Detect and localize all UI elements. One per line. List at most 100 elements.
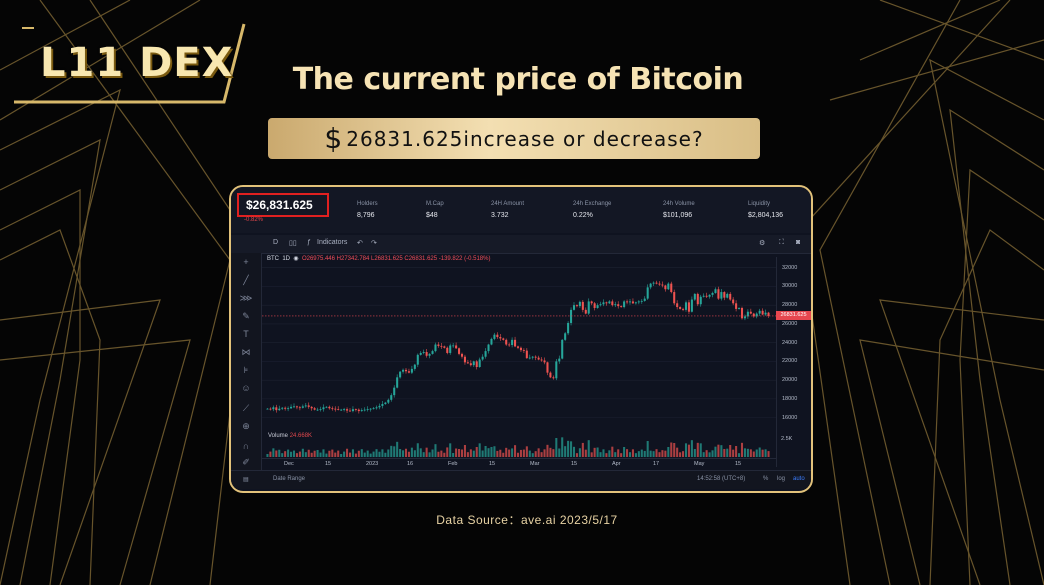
price-tick-label: 16000 bbox=[782, 414, 798, 421]
auto-toggle[interactable]: auto bbox=[793, 476, 805, 482]
candle-body bbox=[528, 357, 531, 359]
volume-bar bbox=[646, 441, 649, 457]
volume-bar bbox=[667, 447, 670, 457]
candle-body bbox=[337, 409, 340, 410]
trendline-icon[interactable]: ╱ bbox=[243, 275, 249, 285]
candle-body bbox=[484, 351, 487, 357]
volume-bar bbox=[743, 448, 746, 457]
volume-bar bbox=[572, 446, 576, 457]
candle-body bbox=[655, 282, 658, 284]
volume-bar bbox=[611, 446, 614, 457]
volume-bar bbox=[570, 441, 573, 457]
volume-bar bbox=[366, 450, 369, 457]
brush-icon[interactable]: ✎ bbox=[242, 311, 250, 321]
candle-body bbox=[319, 409, 322, 410]
candle-body bbox=[354, 409, 357, 410]
time-tick-label: Apr bbox=[612, 461, 621, 467]
volume-bar bbox=[393, 446, 396, 457]
percent-toggle[interactable]: % bbox=[763, 476, 769, 482]
volume-bar bbox=[693, 449, 696, 457]
calendar-icon[interactable]: ▤ bbox=[243, 477, 249, 483]
candle-body bbox=[646, 287, 649, 299]
indicators-icon[interactable]: ƒ bbox=[307, 239, 311, 246]
candle-body bbox=[505, 339, 508, 345]
volume-bar bbox=[278, 449, 281, 457]
volume-bar bbox=[466, 452, 469, 457]
candle-body bbox=[372, 408, 375, 410]
settings-icon[interactable]: ⚙ bbox=[759, 240, 766, 247]
chart-toolbar: D ▯▯ ƒ Indicators ↶ ↷ ⚙ ⛶ ◙ bbox=[231, 235, 811, 254]
volume-bar bbox=[714, 446, 717, 457]
candle-body bbox=[761, 310, 764, 315]
magnet-icon[interactable]: ∩ bbox=[242, 441, 250, 451]
volume-bar bbox=[499, 449, 502, 457]
ruler-icon[interactable]: ⟋ bbox=[242, 403, 250, 413]
volume-bar bbox=[717, 444, 720, 457]
candle-body bbox=[343, 409, 346, 410]
candle-type-icon[interactable]: ▯▯ bbox=[289, 240, 297, 247]
emoji-icon[interactable]: ☺ bbox=[241, 383, 251, 393]
fib-icon[interactable]: ⋙ bbox=[239, 293, 253, 303]
volume-bar bbox=[746, 448, 749, 457]
candle-body bbox=[493, 334, 496, 339]
zoom-in-icon[interactable]: ⊕ bbox=[242, 421, 250, 431]
candle-body bbox=[460, 353, 464, 357]
interval-selector[interactable]: D bbox=[273, 239, 279, 246]
price-axis: 32000 30000 28000 26000 24000 22000 20000 18000… bbox=[776, 257, 811, 467]
volume-bar bbox=[558, 448, 561, 457]
eye-icon[interactable]: ◉ bbox=[293, 256, 299, 262]
volume-bar bbox=[354, 453, 357, 457]
chart-screenshot: $26,831.625 -0.82% Holders 8,796 M.Cap $48… bbox=[229, 185, 813, 493]
indicators-button[interactable]: Indicators bbox=[317, 239, 348, 246]
camera-icon[interactable]: ◙ bbox=[796, 239, 801, 246]
volume-bar bbox=[307, 449, 310, 457]
candle-body bbox=[502, 338, 505, 340]
candle-body bbox=[620, 306, 623, 308]
volume-bar bbox=[702, 452, 705, 457]
candle-body bbox=[611, 301, 614, 306]
candlestick-chart[interactable] bbox=[262, 257, 776, 458]
candle-body bbox=[340, 409, 343, 411]
candle-body bbox=[729, 293, 732, 300]
candle-body bbox=[552, 377, 555, 379]
volume-bar bbox=[404, 448, 408, 457]
crosshair-icon[interactable]: + bbox=[243, 257, 249, 267]
volume-bar bbox=[493, 446, 496, 457]
redo-icon[interactable]: ↷ bbox=[371, 240, 377, 247]
candle-body bbox=[431, 351, 434, 354]
volume-axis-label: 2.5K bbox=[781, 436, 793, 442]
candle-body bbox=[272, 407, 275, 410]
volume-bar bbox=[292, 450, 296, 457]
candle-body bbox=[404, 369, 408, 372]
candle-body bbox=[708, 294, 711, 297]
volume-bar bbox=[487, 448, 490, 457]
undo-icon[interactable]: ↶ bbox=[357, 240, 363, 247]
candle-body bbox=[596, 305, 599, 308]
volume-bar bbox=[620, 453, 623, 457]
candle-body bbox=[443, 346, 446, 348]
price-tick-label: 22000 bbox=[782, 358, 798, 365]
candle-body bbox=[699, 296, 702, 305]
pencil-lock-icon[interactable]: ✐ bbox=[242, 457, 250, 467]
volume-bar bbox=[684, 443, 688, 457]
log-toggle[interactable]: log bbox=[777, 476, 786, 482]
candle-body bbox=[758, 310, 761, 314]
volume-bar bbox=[726, 448, 729, 457]
text-icon[interactable]: T bbox=[243, 329, 249, 339]
volume-bar bbox=[390, 445, 393, 457]
date-range-button[interactable]: Date Range bbox=[273, 476, 306, 482]
fullscreen-icon[interactable]: ⛶ bbox=[779, 239, 784, 246]
volume-bar bbox=[749, 449, 752, 457]
pattern-icon[interactable]: ⋈ bbox=[241, 347, 251, 357]
logo: L11 DEX bbox=[14, 20, 246, 104]
candle-body bbox=[590, 301, 593, 304]
candle-body bbox=[723, 292, 726, 298]
last-price-tag: 26831.625 bbox=[776, 311, 811, 321]
volume-bar bbox=[372, 451, 375, 457]
measure-icon[interactable]: ⊧ bbox=[243, 365, 249, 375]
candle-body bbox=[446, 347, 449, 353]
candle-body bbox=[673, 292, 676, 304]
candle-body bbox=[469, 363, 472, 366]
data-source-caption: Data Source：ave.ai 2023/5/17 bbox=[436, 513, 618, 527]
candle-body bbox=[593, 303, 596, 308]
